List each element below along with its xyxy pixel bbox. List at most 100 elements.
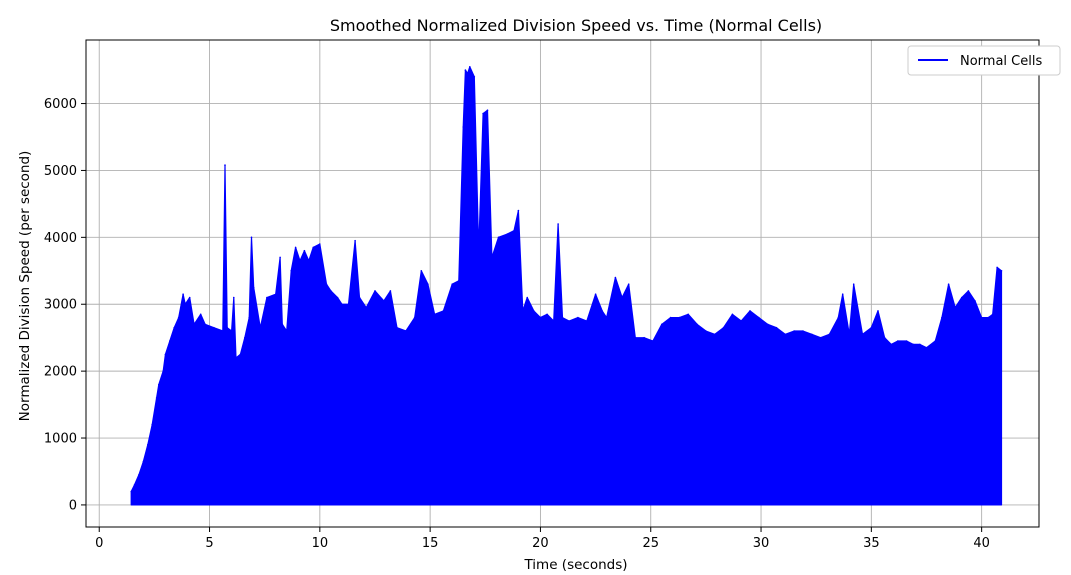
data-point xyxy=(961,296,963,299)
data-point xyxy=(828,333,831,336)
data-point xyxy=(947,283,950,286)
y-tick-label: 2000 xyxy=(44,365,77,380)
data-point xyxy=(473,76,476,78)
data-point xyxy=(147,443,149,446)
data-point xyxy=(182,293,184,296)
data-point xyxy=(793,330,795,332)
data-point xyxy=(861,333,864,336)
data-point xyxy=(233,296,235,299)
data-point xyxy=(601,310,603,312)
data-point xyxy=(577,316,579,319)
data-point xyxy=(155,397,158,399)
data-point xyxy=(486,109,489,111)
data-point xyxy=(568,320,570,322)
data-point xyxy=(561,316,564,319)
data-point xyxy=(713,333,716,336)
data-point xyxy=(341,303,343,306)
data-point xyxy=(204,323,206,326)
data-point xyxy=(259,326,262,329)
data-point xyxy=(594,293,597,296)
data-point xyxy=(374,290,376,292)
x-tick-label: 25 xyxy=(642,536,659,551)
data-point xyxy=(678,316,681,319)
data-point xyxy=(614,276,617,279)
data-point xyxy=(235,357,237,359)
y-tick-label: 1000 xyxy=(44,432,77,447)
data-point xyxy=(883,336,886,339)
data-point xyxy=(469,66,471,68)
data-point xyxy=(199,313,202,316)
data-point xyxy=(517,209,520,212)
data-point xyxy=(405,330,407,332)
data-point xyxy=(784,333,787,336)
x-tick-label: 0 xyxy=(95,536,103,551)
x-tick-label: 35 xyxy=(863,536,880,551)
data-point xyxy=(980,316,983,319)
data-point xyxy=(162,370,164,372)
x-tick-label: 30 xyxy=(753,536,770,551)
data-point xyxy=(365,306,368,309)
data-point xyxy=(224,164,226,166)
data-point xyxy=(281,323,284,326)
data-point xyxy=(557,223,559,225)
data-point xyxy=(934,340,937,342)
y-axis: 0 1000 2000 3000 4000 5000 6000 xyxy=(44,97,86,513)
data-point xyxy=(290,270,293,272)
data-point xyxy=(925,346,928,349)
data-point xyxy=(967,290,970,292)
data-point xyxy=(433,313,436,316)
data-point xyxy=(696,323,698,326)
data-point xyxy=(522,310,524,312)
data-point xyxy=(802,330,804,332)
data-point xyxy=(354,239,356,242)
data-point xyxy=(1000,270,1003,272)
data-point xyxy=(184,303,187,306)
data-point xyxy=(226,326,228,329)
data-point xyxy=(539,316,542,319)
data-point xyxy=(312,246,315,249)
data-point xyxy=(173,326,175,329)
data-point xyxy=(758,316,760,319)
data-point xyxy=(274,293,277,296)
data-point xyxy=(627,283,630,286)
data-point xyxy=(731,313,734,316)
data-point xyxy=(552,320,555,322)
data-point xyxy=(819,336,822,339)
data-point xyxy=(193,323,195,326)
data-point xyxy=(661,323,663,326)
data-point xyxy=(308,260,310,262)
data-point xyxy=(230,330,233,332)
x-axis: 0 5 10 15 20 25 30 35 40 xyxy=(95,527,990,551)
data-point xyxy=(130,490,132,493)
data-point xyxy=(905,340,908,342)
data-point xyxy=(877,310,879,312)
x-tick-label: 20 xyxy=(532,536,549,551)
legend[interactable]: Normal Cells xyxy=(907,45,1061,76)
data-point xyxy=(870,326,873,329)
data-point xyxy=(954,306,956,309)
data-point xyxy=(213,326,215,329)
data-point xyxy=(347,303,350,306)
data-point xyxy=(634,336,637,339)
data-point xyxy=(177,316,180,319)
data-point xyxy=(389,290,392,292)
data-point xyxy=(586,320,588,322)
x-tick-label: 40 xyxy=(973,536,990,551)
data-point xyxy=(462,126,465,128)
data-point xyxy=(466,72,469,75)
data-point xyxy=(358,296,361,299)
data-point xyxy=(766,323,769,326)
data-point xyxy=(420,270,423,272)
data-point xyxy=(319,243,321,245)
data-point xyxy=(533,310,535,312)
data-point xyxy=(248,316,250,319)
data-point xyxy=(164,353,167,356)
x-axis-label: Time (seconds) xyxy=(523,557,627,573)
data-point xyxy=(722,326,725,329)
data-point xyxy=(848,333,851,336)
y-tick-label: 5000 xyxy=(44,164,77,179)
data-point xyxy=(299,260,301,262)
data-point xyxy=(652,340,654,342)
data-point xyxy=(513,229,515,232)
data-point xyxy=(222,330,224,332)
